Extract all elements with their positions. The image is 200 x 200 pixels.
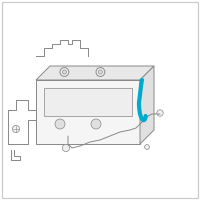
Circle shape: [96, 68, 105, 76]
Circle shape: [62, 144, 70, 152]
Circle shape: [62, 70, 66, 74]
Circle shape: [91, 119, 101, 129]
Circle shape: [12, 125, 20, 133]
Circle shape: [98, 70, 102, 74]
Polygon shape: [36, 80, 140, 144]
Polygon shape: [140, 66, 154, 144]
Circle shape: [55, 119, 65, 129]
Circle shape: [60, 68, 69, 76]
Polygon shape: [44, 88, 132, 116]
Polygon shape: [36, 66, 154, 80]
Circle shape: [157, 110, 163, 116]
Circle shape: [145, 145, 149, 149]
